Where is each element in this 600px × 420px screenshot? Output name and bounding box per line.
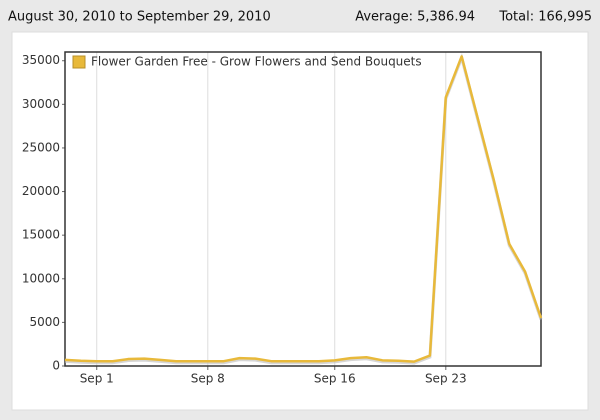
y-tick-label: 30000 — [22, 97, 60, 111]
legend-label: Flower Garden Free - Grow Flowers and Se… — [91, 55, 422, 69]
x-tick-label: Sep 23 — [425, 372, 467, 386]
x-tick-label: Sep 8 — [191, 372, 225, 386]
date-range: August 30, 2010 to September 29, 2010 — [8, 10, 271, 25]
line — [64, 55, 543, 363]
y-tick-label: 15000 — [22, 228, 60, 242]
legend-swatch — [72, 55, 86, 69]
y-tick-label: 20000 — [22, 184, 60, 198]
panel — [11, 31, 589, 411]
total: Total: 166,995 — [498, 10, 592, 25]
y-tick-label: 35000 — [22, 53, 60, 67]
y-tick-label: 5000 — [29, 315, 60, 329]
y-tick-label: 0 — [52, 359, 60, 373]
average: Average: 5,386.94 — [355, 10, 475, 25]
y-tick-label: 10000 — [22, 271, 60, 285]
plot-border — [64, 51, 542, 367]
x-tick-label: Sep 1 — [80, 372, 114, 386]
y-tick-label: 25000 — [22, 140, 60, 154]
x-tick-label: Sep 16 — [314, 372, 356, 386]
